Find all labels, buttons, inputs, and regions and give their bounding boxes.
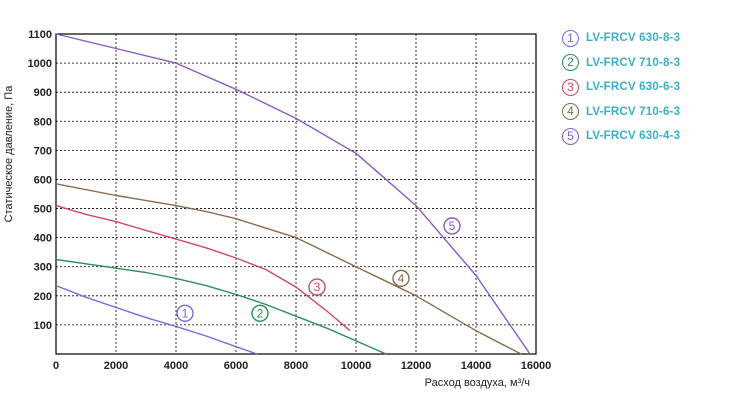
plot-frame	[55, 33, 537, 355]
legend-item: 2 LV-FRCV 710-8-3	[562, 51, 680, 76]
legend-marker: 1	[562, 29, 579, 47]
curve-label-circle	[176, 304, 194, 322]
series-line-2	[55, 258, 387, 355]
x-tick-label: 8000	[284, 360, 308, 372]
legend-label: LV-FRCV 630-6-3	[586, 81, 681, 94]
series-line-4	[55, 183, 522, 355]
legend-item: 3 LV-FRCV 630-6-3	[562, 75, 680, 100]
legend-label: LV-FRCV 710-6-3	[586, 105, 681, 118]
legend-label: LV-FRCV 710-8-3	[586, 56, 681, 69]
y-tick-label: 800	[34, 116, 52, 128]
x-tick-label: 12000	[401, 360, 432, 372]
x-tick-label: 6000	[224, 360, 248, 372]
x-tick-label: 2000	[104, 360, 128, 372]
y-tick-label: 500	[34, 204, 52, 216]
y-tick-label: 200	[34, 291, 52, 303]
x-tick-label: 4000	[164, 360, 188, 372]
y-tick-label: 600	[34, 174, 52, 186]
curve-label-number: 3	[314, 280, 321, 294]
chart-grid	[56, 34, 536, 354]
y-tick-label: 700	[34, 145, 52, 157]
curve-label-circle	[308, 278, 326, 296]
legend-marker: 2	[562, 54, 579, 72]
y-tick-label: 900	[34, 87, 52, 99]
x-tick-label: 14000	[461, 360, 492, 372]
y-tick-label: 1100	[28, 29, 52, 41]
curve-label-1: 1	[176, 304, 194, 322]
legend-label: LV-FRCV 630-4-3	[586, 130, 681, 143]
legend-item: 5 LV-FRCV 630-4-3	[562, 124, 680, 149]
x-tick-label: 0	[53, 360, 59, 372]
curve-label-circle	[443, 217, 461, 235]
x-axis-ticks: 0 2000 4000 6000 8000 10000 12000 14000 16000	[53, 360, 551, 372]
curve-label-3: 3	[308, 278, 326, 296]
curve-label-4: 4	[392, 269, 410, 288]
curve-label-number: 2	[257, 306, 264, 320]
legend-marker: 5	[562, 127, 579, 145]
legend-marker: 3	[562, 78, 579, 96]
y-axis-label: Статическое давление, Па	[3, 85, 15, 223]
curve-label-number: 1	[182, 306, 189, 320]
legend: 1 LV-FRCV 630-8-3 2 LV-FRCV 710-8-3 3 LV-FRCV…	[562, 26, 680, 149]
x-tick-label: 16000	[521, 360, 552, 372]
legend-item: 1 LV-FRCV 630-8-3	[562, 26, 680, 51]
curve-label-5: 5	[443, 217, 461, 235]
legend-marker: 4	[562, 103, 579, 121]
y-tick-label: 400	[34, 233, 52, 245]
curve-label-circle	[251, 304, 269, 322]
series-lines	[55, 33, 531, 355]
x-axis-label: Расход воздуха, м³/ч	[425, 377, 530, 389]
y-tick-label: 1000	[28, 58, 52, 70]
y-tick-label: 100	[34, 320, 52, 332]
curve-label-number: 4	[398, 271, 405, 285]
curve-label-2: 2	[251, 304, 269, 322]
curve-label-number: 5	[449, 219, 456, 233]
legend-label: LV-FRCV 630-8-3	[586, 32, 681, 45]
series-line-3	[55, 204, 351, 332]
y-tick-label: 300	[34, 262, 52, 274]
curve-label-circle	[392, 269, 410, 288]
legend-item: 4 LV-FRCV 710-6-3	[562, 100, 680, 125]
curve-labels: 1 2 3 4 5	[176, 217, 461, 322]
series-line-1	[55, 284, 258, 355]
x-tick-label: 10000	[341, 360, 372, 372]
series-line-5	[55, 33, 531, 355]
y-axis-ticks: 100 200 300 400 500 600 700 800 900 1000 1100	[28, 29, 52, 332]
